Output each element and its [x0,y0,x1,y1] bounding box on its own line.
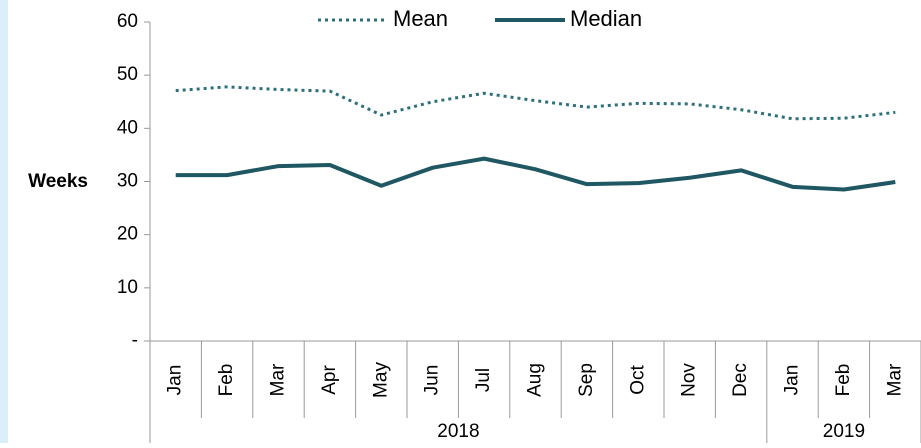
x-tick-label: Dec [730,363,751,397]
x-tick-label: Feb [833,364,854,397]
legend-label: Median [570,6,642,31]
group-label: 2018 [437,421,479,442]
x-tick-label: Mar [268,363,289,396]
y-tick-label: 30 [117,171,138,192]
y-tick-label: 40 [117,117,138,138]
x-tick-label: Nov [679,363,700,397]
x-tick-label: Oct [627,365,648,395]
legend-label: Mean [393,6,448,31]
x-tick-label: Sep [576,363,597,397]
y-tick-label: 50 [117,64,138,85]
line-series [175,156,896,192]
side-strip [0,0,8,443]
line-series [175,85,896,121]
y-tick-label: 20 [117,224,138,245]
x-tick-label: Jul [473,368,494,392]
y-tick-label: 10 [117,277,138,298]
x-tick-label: Jan [782,365,803,396]
x-tick-label: Aug [525,363,546,397]
group-label: 2019 [823,421,865,442]
y-tick-label: 60 [117,11,138,32]
x-tick-label: Apr [319,365,340,395]
y-tick-label: - [132,330,138,351]
y-axis-label: Weeks [28,171,88,192]
x-tick-label: Mar [884,363,905,396]
x-tick-label: Jan [165,365,186,396]
x-tick-label: Feb [216,364,237,397]
x-tick-label: May [370,362,391,398]
x-tick-label: Jun [422,365,443,396]
